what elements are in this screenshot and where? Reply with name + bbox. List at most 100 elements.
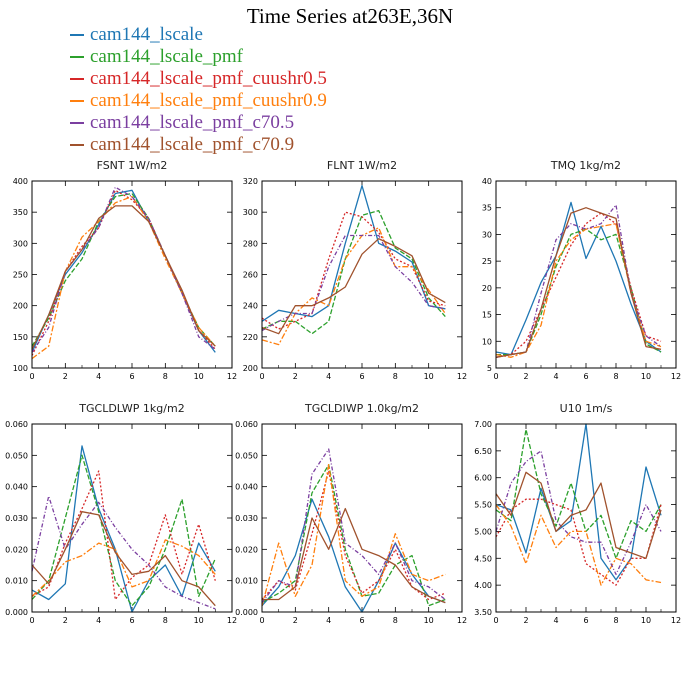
y-tick-label: 0.060 [235,420,258,429]
x-tick-label: 12 [457,616,467,625]
legend-swatch [70,78,84,80]
x-tick-label: 2 [523,372,528,381]
series-line [261,234,446,332]
series-line [261,470,446,601]
legend-swatch [70,144,84,146]
legend-swatch [70,100,84,102]
x-tick-label: 4 [96,372,101,381]
y-tick-label: 0.000 [5,608,28,617]
series-line [495,498,662,586]
plot-frame [495,180,677,369]
series-line [261,185,446,322]
series-line [31,186,216,353]
x-tick-label: 10 [424,372,434,381]
y-tick-label: 5.00 [474,527,492,536]
x-tick-label: 0 [493,616,498,625]
series-line [495,423,662,581]
series-line [31,192,216,347]
x-tick-label: 10 [424,616,434,625]
panel-title: TMQ 1kg/m2 [550,159,621,172]
x-tick-label: 6 [129,372,134,381]
y-tick-label: 7.00 [474,420,492,429]
x-tick-label: 12 [671,616,681,625]
legend-label: cam144_lscale_pmf_cuushr0.5 [90,68,327,89]
x-tick-label: 8 [163,372,168,381]
x-tick-label: 8 [393,372,398,381]
y-tick-label: 240 [243,302,258,311]
legend-swatch [70,56,84,58]
panel-title: TGCLDLWP 1kg/m2 [78,402,184,415]
x-tick-label: 6 [359,616,364,625]
y-tick-label: 5 [487,364,492,373]
x-tick-label: 10 [194,616,204,625]
legend-swatch [70,122,84,124]
series-line [495,223,662,358]
legend-label: cam144_lscale [90,24,203,45]
y-tick-label: 0.050 [235,451,258,460]
y-tick-label: 400 [13,177,28,186]
y-tick-label: 6.50 [474,447,492,456]
x-tick-label: 2 [523,616,528,625]
y-tick-label: 0.020 [235,545,258,554]
x-tick-label: 2 [293,372,298,381]
series-line [31,539,216,597]
y-tick-label: 200 [243,364,258,373]
y-tick-label: 0.060 [5,420,28,429]
y-tick-label: 0.030 [5,514,28,523]
x-tick-label: 4 [553,372,558,381]
x-tick-label: 12 [457,372,467,381]
series-line [495,471,662,559]
x-tick-label: 12 [227,372,237,381]
y-tick-label: 4.00 [474,581,492,590]
y-tick-label: 25 [482,257,492,266]
series-line [496,228,662,356]
legend-label: cam144_lscale_pmf_cuushr0.9 [90,90,327,111]
y-tick-label: 280 [243,239,258,248]
plot-frame [31,423,233,613]
x-tick-label: 0 [29,372,34,381]
x-tick-label: 8 [613,616,618,625]
series-line [261,498,446,613]
y-tick-label: 250 [13,271,28,280]
panel-title: TGCLDIWP 1.0kg/m2 [304,402,419,415]
x-tick-label: 12 [227,616,237,625]
series-line [31,511,216,607]
x-tick-label: 0 [259,372,264,381]
x-tick-label: 6 [583,616,588,625]
y-tick-label: 220 [243,333,258,342]
series-line [495,504,662,586]
x-tick-label: 0 [259,616,264,625]
y-tick-label: 320 [243,177,258,186]
y-tick-label: 15 [482,311,492,320]
x-tick-label: 6 [129,616,134,625]
y-tick-label: 0.020 [5,545,28,554]
y-tick-label: 40 [482,177,492,186]
x-tick-label: 8 [613,372,618,381]
y-tick-label: 20 [482,284,492,293]
x-tick-label: 0 [29,616,34,625]
series-line [31,495,216,610]
series-line [31,470,216,601]
x-tick-label: 0 [493,372,498,381]
series-line [495,207,662,358]
y-tick-label: 0.010 [5,577,28,586]
legend-label: cam144_lscale_pmf_c70.5 [90,112,295,133]
series-line [31,445,216,613]
series-line [261,464,446,606]
y-tick-label: 5.50 [474,501,492,510]
x-tick-label: 8 [163,616,168,625]
plot-frame [261,423,463,613]
y-tick-label: 35 [482,204,492,213]
series-line [495,428,662,559]
y-tick-label: 260 [243,271,258,280]
y-tick-label: 100 [13,364,28,373]
y-tick-label: 200 [13,302,28,311]
x-tick-label: 4 [326,616,331,625]
x-tick-label: 12 [671,372,681,381]
panel-title: FSNT 1W/m2 [97,159,168,172]
series-line [31,454,216,607]
series-line [31,189,216,356]
y-tick-label: 300 [13,239,28,248]
